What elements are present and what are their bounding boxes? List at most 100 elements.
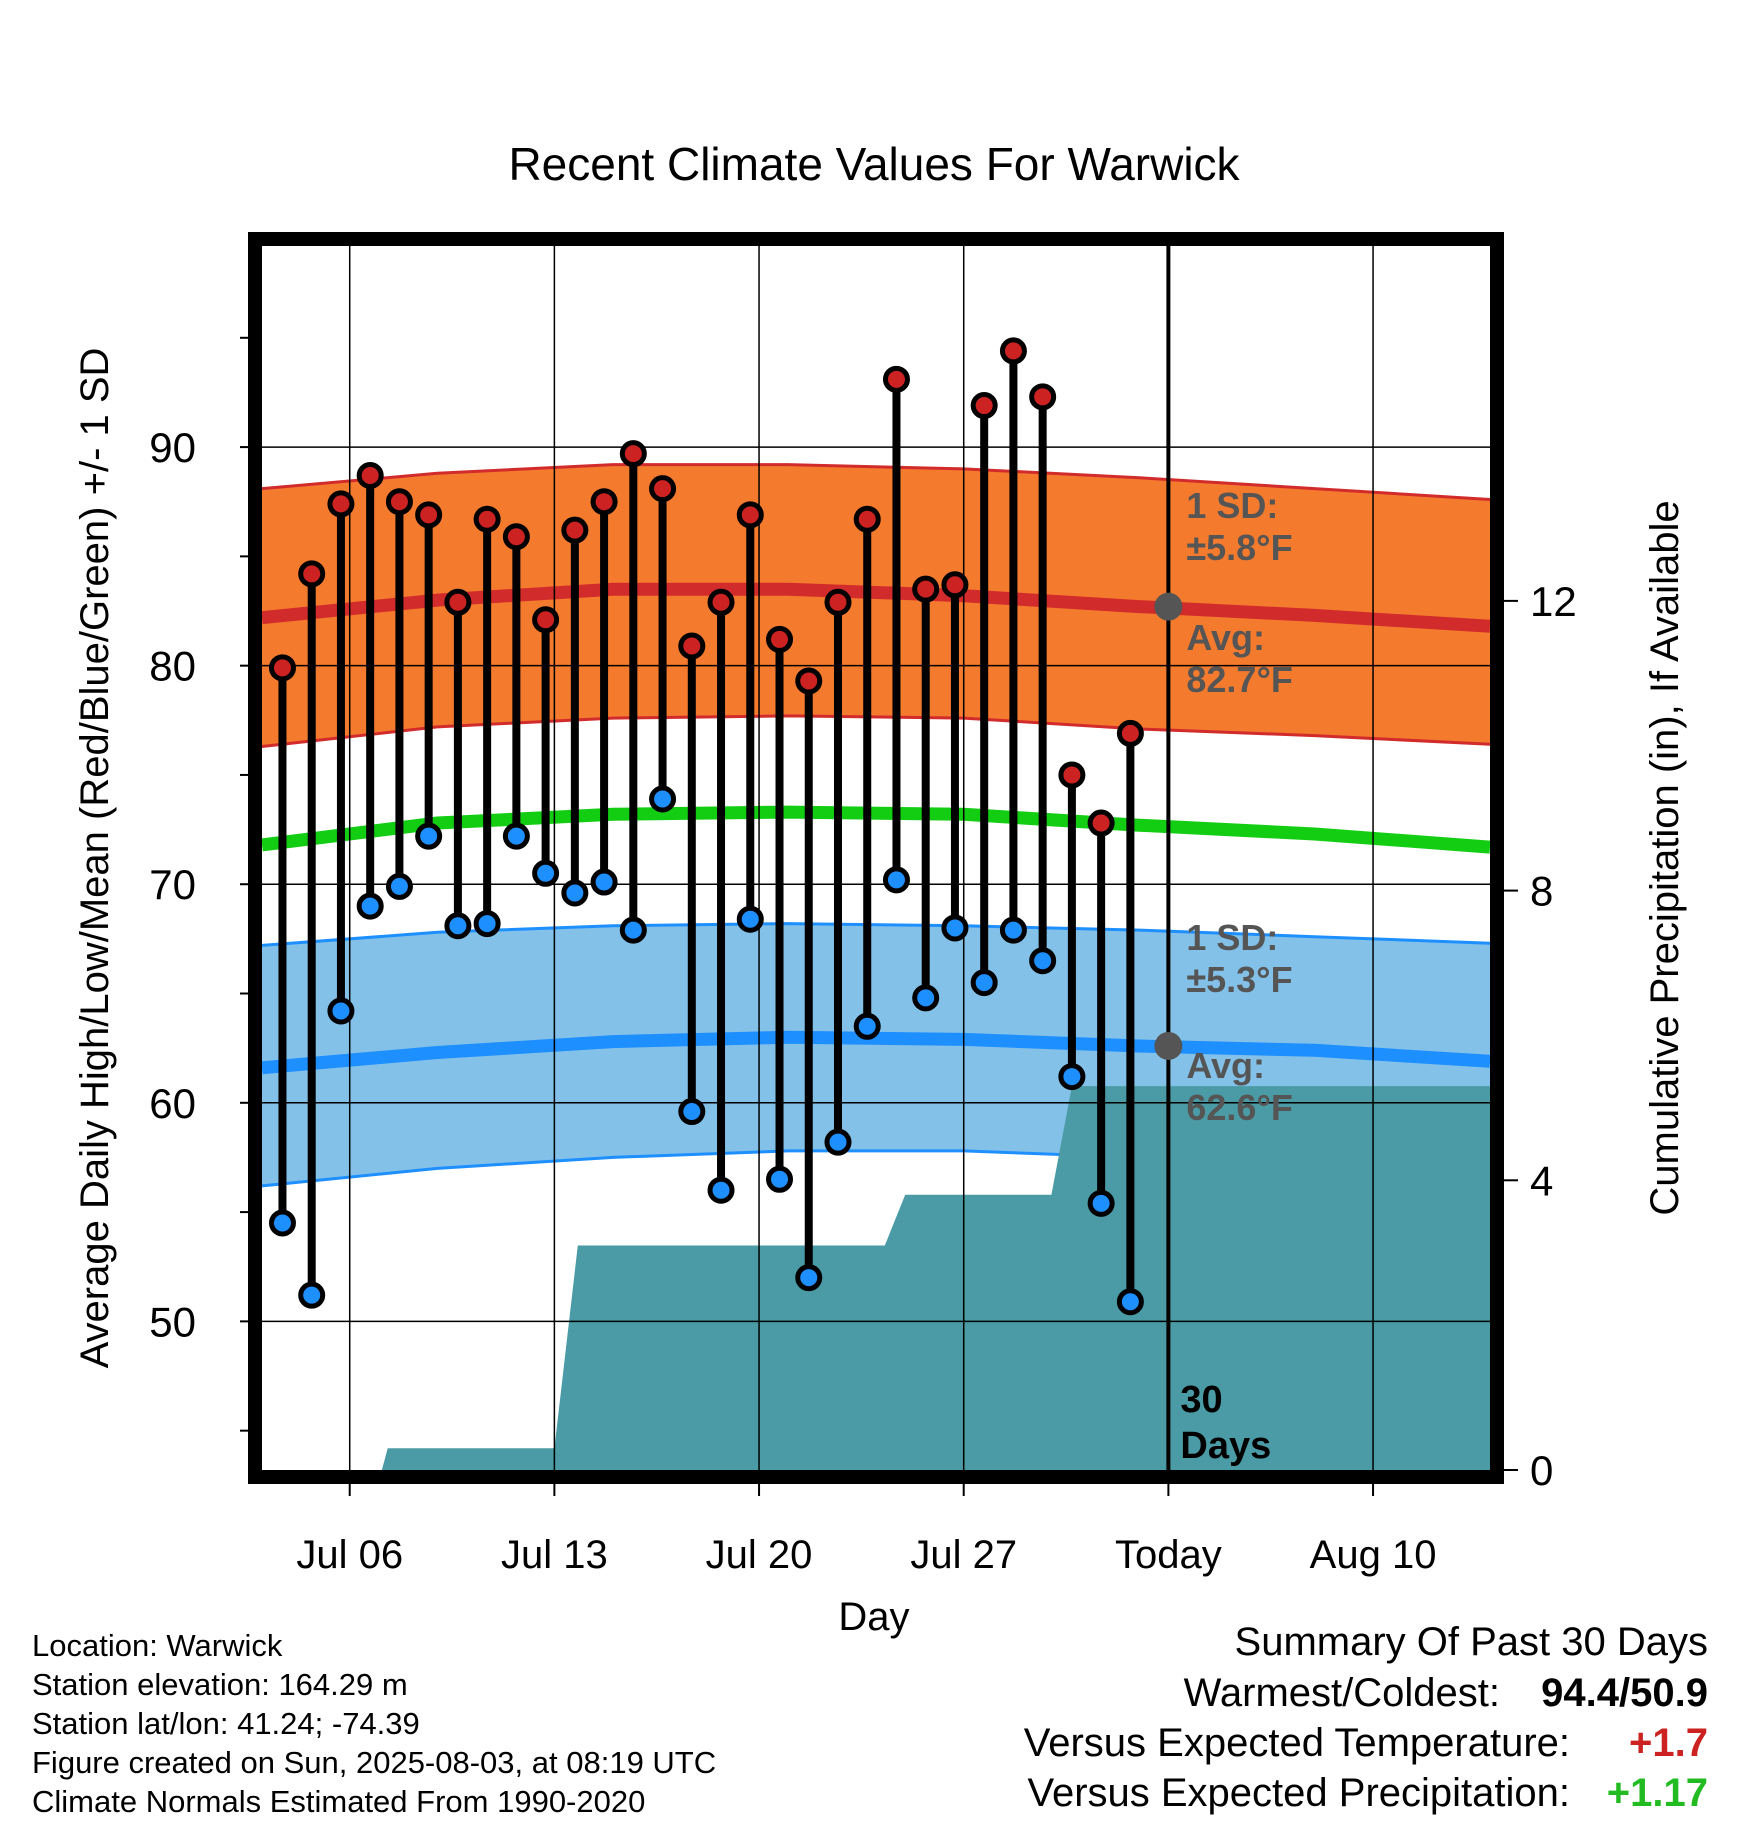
x-tick-label: Jul 06: [296, 1533, 403, 1577]
today-label-line: 30: [1180, 1379, 1222, 1421]
high-sd-annotation-line2: ±5.8°F: [1186, 527, 1292, 568]
y-right-tick-label: 8: [1530, 868, 1553, 915]
daily-low-point: [649, 785, 677, 813]
summary-temp-label: Versus Expected Temperature:: [1024, 1721, 1570, 1765]
daily-low-point: [1029, 947, 1057, 975]
daily-high-point: [1058, 761, 1086, 789]
daily-high-point: [532, 606, 560, 634]
high-band-lower-edge: [262, 714, 1490, 748]
y-left-tick-label: 50: [149, 1298, 196, 1345]
daily-low-point: [912, 984, 940, 1012]
low-avg-annotation-line1: Avg:: [1186, 1045, 1265, 1086]
y-right-tick-label: 0: [1530, 1447, 1553, 1494]
x-tick-label: Jul 27: [910, 1533, 1017, 1577]
mean-line: [262, 805, 1490, 854]
low-avg-today-dot: [1154, 1031, 1183, 1060]
daily-high-point: [327, 490, 355, 518]
daily-low-point: [298, 1281, 326, 1309]
x-axis-label: Day: [838, 1595, 909, 1639]
daily-low-point: [444, 912, 472, 940]
y-axis-left-label: Average Daily High/Low/Mean (Red/Blue/Gr…: [73, 348, 117, 1369]
summary-precip-value: +1.17: [1607, 1771, 1708, 1815]
daily-high-point: [970, 392, 998, 420]
low-sd-annotation-line1: 1 SD:: [1186, 917, 1278, 958]
daily-high-point: [502, 523, 530, 551]
daily-low-point: [766, 1165, 794, 1193]
daily-low-point: [1116, 1288, 1144, 1316]
daily-low-point: [736, 905, 764, 933]
daily-high-point: [736, 501, 764, 529]
daily-low-point: [970, 969, 998, 997]
daily-high-point: [298, 560, 326, 588]
y-right-tick-label: 4: [1530, 1157, 1553, 1204]
daily-high-point: [824, 588, 852, 616]
daily-high-point: [853, 505, 881, 533]
daily-low-point: [707, 1176, 735, 1204]
daily-low-point: [678, 1098, 706, 1126]
daily-high-point: [268, 654, 296, 682]
daily-low-point: [1058, 1063, 1086, 1091]
y-left-tick-label: 90: [149, 424, 196, 471]
daily-high-point: [649, 475, 677, 503]
daily-low-point: [502, 822, 530, 850]
daily-low-point: [824, 1128, 852, 1156]
high-avg-annotation-line1: Avg:: [1186, 617, 1265, 658]
chart-title: Recent Climate Values For Warwick: [508, 138, 1240, 190]
daily-high-point: [882, 365, 910, 393]
daily-high-point: [999, 337, 1027, 365]
high-avg-today-dot: [1154, 592, 1183, 621]
daily-high-point: [1087, 809, 1115, 837]
y-right-tick-label: 12: [1530, 578, 1577, 625]
today-label-line: Days: [1180, 1425, 1271, 1467]
y-left-tick-label: 60: [149, 1080, 196, 1127]
low-average-line: [262, 1030, 1490, 1075]
daily-low-point: [941, 914, 969, 942]
daily-low-point: [795, 1264, 823, 1292]
low-avg-annotation-line2: 62.6°F: [1186, 1087, 1292, 1128]
daily-high-point: [473, 505, 501, 533]
daily-high-point: [912, 575, 940, 603]
daily-low-point: [619, 916, 647, 944]
daily-high-point: [766, 625, 794, 653]
daily-low-point: [561, 879, 589, 907]
low-sd-annotation-line2: ±5.3°F: [1186, 959, 1292, 1000]
info-created: Figure created on Sun, 2025-08-03, at 08…: [32, 1745, 716, 1780]
summary-temp-value: +1.7: [1629, 1721, 1708, 1765]
info-latlon: Station lat/lon: 41.24; -74.39: [32, 1706, 420, 1741]
x-tick-label: Jul 13: [501, 1533, 608, 1577]
daily-low-point: [356, 892, 384, 920]
daily-low-point: [590, 868, 618, 896]
daily-high-point: [707, 588, 735, 616]
daily-high-point: [385, 488, 413, 516]
daily-high-point: [941, 571, 969, 599]
summary-warmest-value: 94.4/50.9: [1541, 1671, 1708, 1715]
daily-low-point: [1087, 1189, 1115, 1217]
daily-low-point: [415, 822, 443, 850]
daily-low-point: [385, 872, 413, 900]
daily-low-point: [882, 866, 910, 894]
x-tick-label: Today: [1115, 1533, 1222, 1577]
daily-low-point: [999, 916, 1027, 944]
daily-high-point: [795, 667, 823, 695]
y-axis-right-label: Cumulative Precipitation (in), If Availa…: [1643, 500, 1687, 1215]
daily-high-point: [590, 488, 618, 516]
summary-warmest-label: Warmest/Coldest:: [1184, 1671, 1500, 1715]
info-location: Location: Warwick: [32, 1628, 283, 1663]
daily-low-point: [473, 910, 501, 938]
plot-frame: [248, 232, 1504, 1484]
daily-low-point: [268, 1209, 296, 1237]
info-elevation: Station elevation: 164.29 m: [32, 1667, 408, 1702]
daily-high-point: [444, 588, 472, 616]
y-left-tick-label: 80: [149, 643, 196, 690]
daily-high-point: [415, 501, 443, 529]
info-normals: Climate Normals Estimated From 1990-2020: [32, 1784, 645, 1819]
daily-high-point: [561, 516, 589, 544]
precip-area: [262, 1086, 1490, 1470]
high-sd-annotation-line1: 1 SD:: [1186, 485, 1278, 526]
daily-low-point: [853, 1012, 881, 1040]
daily-high-point: [678, 632, 706, 660]
daily-low-point: [532, 859, 560, 887]
x-tick-label: Aug 10: [1310, 1533, 1437, 1577]
daily-high-point: [619, 440, 647, 468]
